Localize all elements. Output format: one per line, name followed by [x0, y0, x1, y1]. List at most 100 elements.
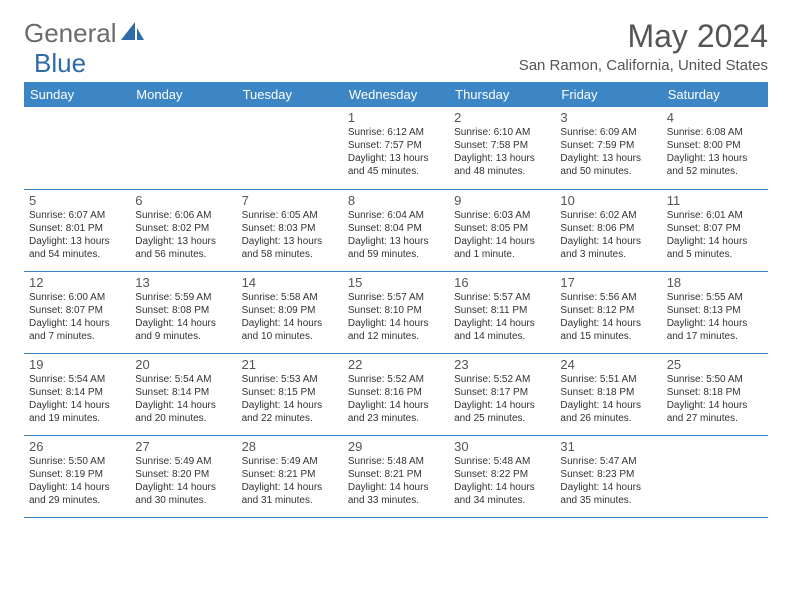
day-number: 5 [29, 193, 125, 208]
sunrise-line: Sunrise: 5:52 AM [348, 373, 444, 386]
day-header: Sunday [24, 82, 130, 107]
day-header: Tuesday [237, 82, 343, 107]
sunrise-line: Sunrise: 6:02 AM [560, 209, 656, 222]
day-number: 30 [454, 439, 550, 454]
daylight-line-1: Daylight: 14 hours [348, 317, 444, 330]
sunrise-line: Sunrise: 5:50 AM [667, 373, 763, 386]
day-number: 19 [29, 357, 125, 372]
daylight-line-1: Daylight: 14 hours [454, 481, 550, 494]
logo: General [24, 18, 145, 49]
daylight-line-1: Daylight: 14 hours [135, 399, 231, 412]
daylight-line-1: Daylight: 14 hours [242, 399, 338, 412]
sunset-line: Sunset: 8:11 PM [454, 304, 550, 317]
day-number: 2 [454, 110, 550, 125]
daylight-line-1: Daylight: 14 hours [242, 317, 338, 330]
sunset-line: Sunset: 8:05 PM [454, 222, 550, 235]
daylight-line-1: Daylight: 14 hours [560, 235, 656, 248]
sunrise-line: Sunrise: 5:53 AM [242, 373, 338, 386]
sunrise-line: Sunrise: 6:04 AM [348, 209, 444, 222]
day-number: 1 [348, 110, 444, 125]
sunset-line: Sunset: 8:10 PM [348, 304, 444, 317]
calendar-cell: 3Sunrise: 6:09 AMSunset: 7:59 PMDaylight… [555, 107, 661, 189]
sunrise-line: Sunrise: 5:51 AM [560, 373, 656, 386]
sunset-line: Sunset: 8:00 PM [667, 139, 763, 152]
daylight-line-2: and 26 minutes. [560, 412, 656, 425]
daylight-line-1: Daylight: 14 hours [29, 399, 125, 412]
calendar-cell: 26Sunrise: 5:50 AMSunset: 8:19 PMDayligh… [24, 435, 130, 517]
sunrise-line: Sunrise: 6:09 AM [560, 126, 656, 139]
day-number: 31 [560, 439, 656, 454]
day-number: 12 [29, 275, 125, 290]
day-header: Friday [555, 82, 661, 107]
calendar-cell: 23Sunrise: 5:52 AMSunset: 8:17 PMDayligh… [449, 353, 555, 435]
calendar-body: 1Sunrise: 6:12 AMSunset: 7:57 PMDaylight… [24, 107, 768, 517]
daylight-line-2: and 3 minutes. [560, 248, 656, 261]
sunrise-line: Sunrise: 5:56 AM [560, 291, 656, 304]
day-number: 18 [667, 275, 763, 290]
sunset-line: Sunset: 8:07 PM [29, 304, 125, 317]
daylight-line-2: and 30 minutes. [135, 494, 231, 507]
calendar-cell: 31Sunrise: 5:47 AMSunset: 8:23 PMDayligh… [555, 435, 661, 517]
sunset-line: Sunset: 8:23 PM [560, 468, 656, 481]
daylight-line-2: and 10 minutes. [242, 330, 338, 343]
day-number: 4 [667, 110, 763, 125]
sunrise-line: Sunrise: 6:05 AM [242, 209, 338, 222]
sunrise-line: Sunrise: 5:52 AM [454, 373, 550, 386]
calendar-cell: 28Sunrise: 5:49 AMSunset: 8:21 PMDayligh… [237, 435, 343, 517]
sunset-line: Sunset: 8:18 PM [667, 386, 763, 399]
sunrise-line: Sunrise: 5:55 AM [667, 291, 763, 304]
sunset-line: Sunset: 8:12 PM [560, 304, 656, 317]
sunset-line: Sunset: 8:15 PM [242, 386, 338, 399]
sunset-line: Sunset: 8:14 PM [29, 386, 125, 399]
day-number: 22 [348, 357, 444, 372]
sunset-line: Sunset: 8:21 PM [242, 468, 338, 481]
sunrise-line: Sunrise: 5:54 AM [135, 373, 231, 386]
daylight-line-1: Daylight: 14 hours [135, 317, 231, 330]
daylight-line-2: and 12 minutes. [348, 330, 444, 343]
sunrise-line: Sunrise: 5:57 AM [454, 291, 550, 304]
sunrise-line: Sunrise: 5:54 AM [29, 373, 125, 386]
calendar-cell [237, 107, 343, 189]
calendar-cell: 11Sunrise: 6:01 AMSunset: 8:07 PMDayligh… [662, 189, 768, 271]
calendar-cell [662, 435, 768, 517]
calendar-cell: 27Sunrise: 5:49 AMSunset: 8:20 PMDayligh… [130, 435, 236, 517]
calendar-week: 5Sunrise: 6:07 AMSunset: 8:01 PMDaylight… [24, 189, 768, 271]
month-title: May 2024 [519, 18, 768, 55]
calendar-week: 26Sunrise: 5:50 AMSunset: 8:19 PMDayligh… [24, 435, 768, 517]
sunset-line: Sunset: 8:17 PM [454, 386, 550, 399]
daylight-line-2: and 15 minutes. [560, 330, 656, 343]
daylight-line-2: and 45 minutes. [348, 165, 444, 178]
calendar-cell: 13Sunrise: 5:59 AMSunset: 8:08 PMDayligh… [130, 271, 236, 353]
calendar-cell: 4Sunrise: 6:08 AMSunset: 8:00 PMDaylight… [662, 107, 768, 189]
daylight-line-1: Daylight: 14 hours [560, 317, 656, 330]
calendar-cell: 8Sunrise: 6:04 AMSunset: 8:04 PMDaylight… [343, 189, 449, 271]
daylight-line-1: Daylight: 13 hours [348, 235, 444, 248]
sunset-line: Sunset: 7:58 PM [454, 139, 550, 152]
daylight-line-1: Daylight: 14 hours [135, 481, 231, 494]
sunrise-line: Sunrise: 6:03 AM [454, 209, 550, 222]
sunset-line: Sunset: 7:57 PM [348, 139, 444, 152]
daylight-line-2: and 29 minutes. [29, 494, 125, 507]
day-number: 28 [242, 439, 338, 454]
day-number: 26 [29, 439, 125, 454]
calendar-cell: 22Sunrise: 5:52 AMSunset: 8:16 PMDayligh… [343, 353, 449, 435]
day-header: Wednesday [343, 82, 449, 107]
sunset-line: Sunset: 8:06 PM [560, 222, 656, 235]
day-number: 13 [135, 275, 231, 290]
daylight-line-2: and 14 minutes. [454, 330, 550, 343]
day-number: 24 [560, 357, 656, 372]
day-number: 20 [135, 357, 231, 372]
daylight-line-1: Daylight: 13 hours [348, 152, 444, 165]
calendar-cell: 7Sunrise: 6:05 AMSunset: 8:03 PMDaylight… [237, 189, 343, 271]
sunrise-line: Sunrise: 5:57 AM [348, 291, 444, 304]
calendar-cell: 6Sunrise: 6:06 AMSunset: 8:02 PMDaylight… [130, 189, 236, 271]
daylight-line-1: Daylight: 14 hours [29, 481, 125, 494]
day-number: 14 [242, 275, 338, 290]
daylight-line-2: and 52 minutes. [667, 165, 763, 178]
day-header: Monday [130, 82, 236, 107]
daylight-line-1: Daylight: 14 hours [454, 235, 550, 248]
day-number: 11 [667, 193, 763, 208]
sunrise-line: Sunrise: 6:07 AM [29, 209, 125, 222]
day-number: 9 [454, 193, 550, 208]
day-number: 10 [560, 193, 656, 208]
